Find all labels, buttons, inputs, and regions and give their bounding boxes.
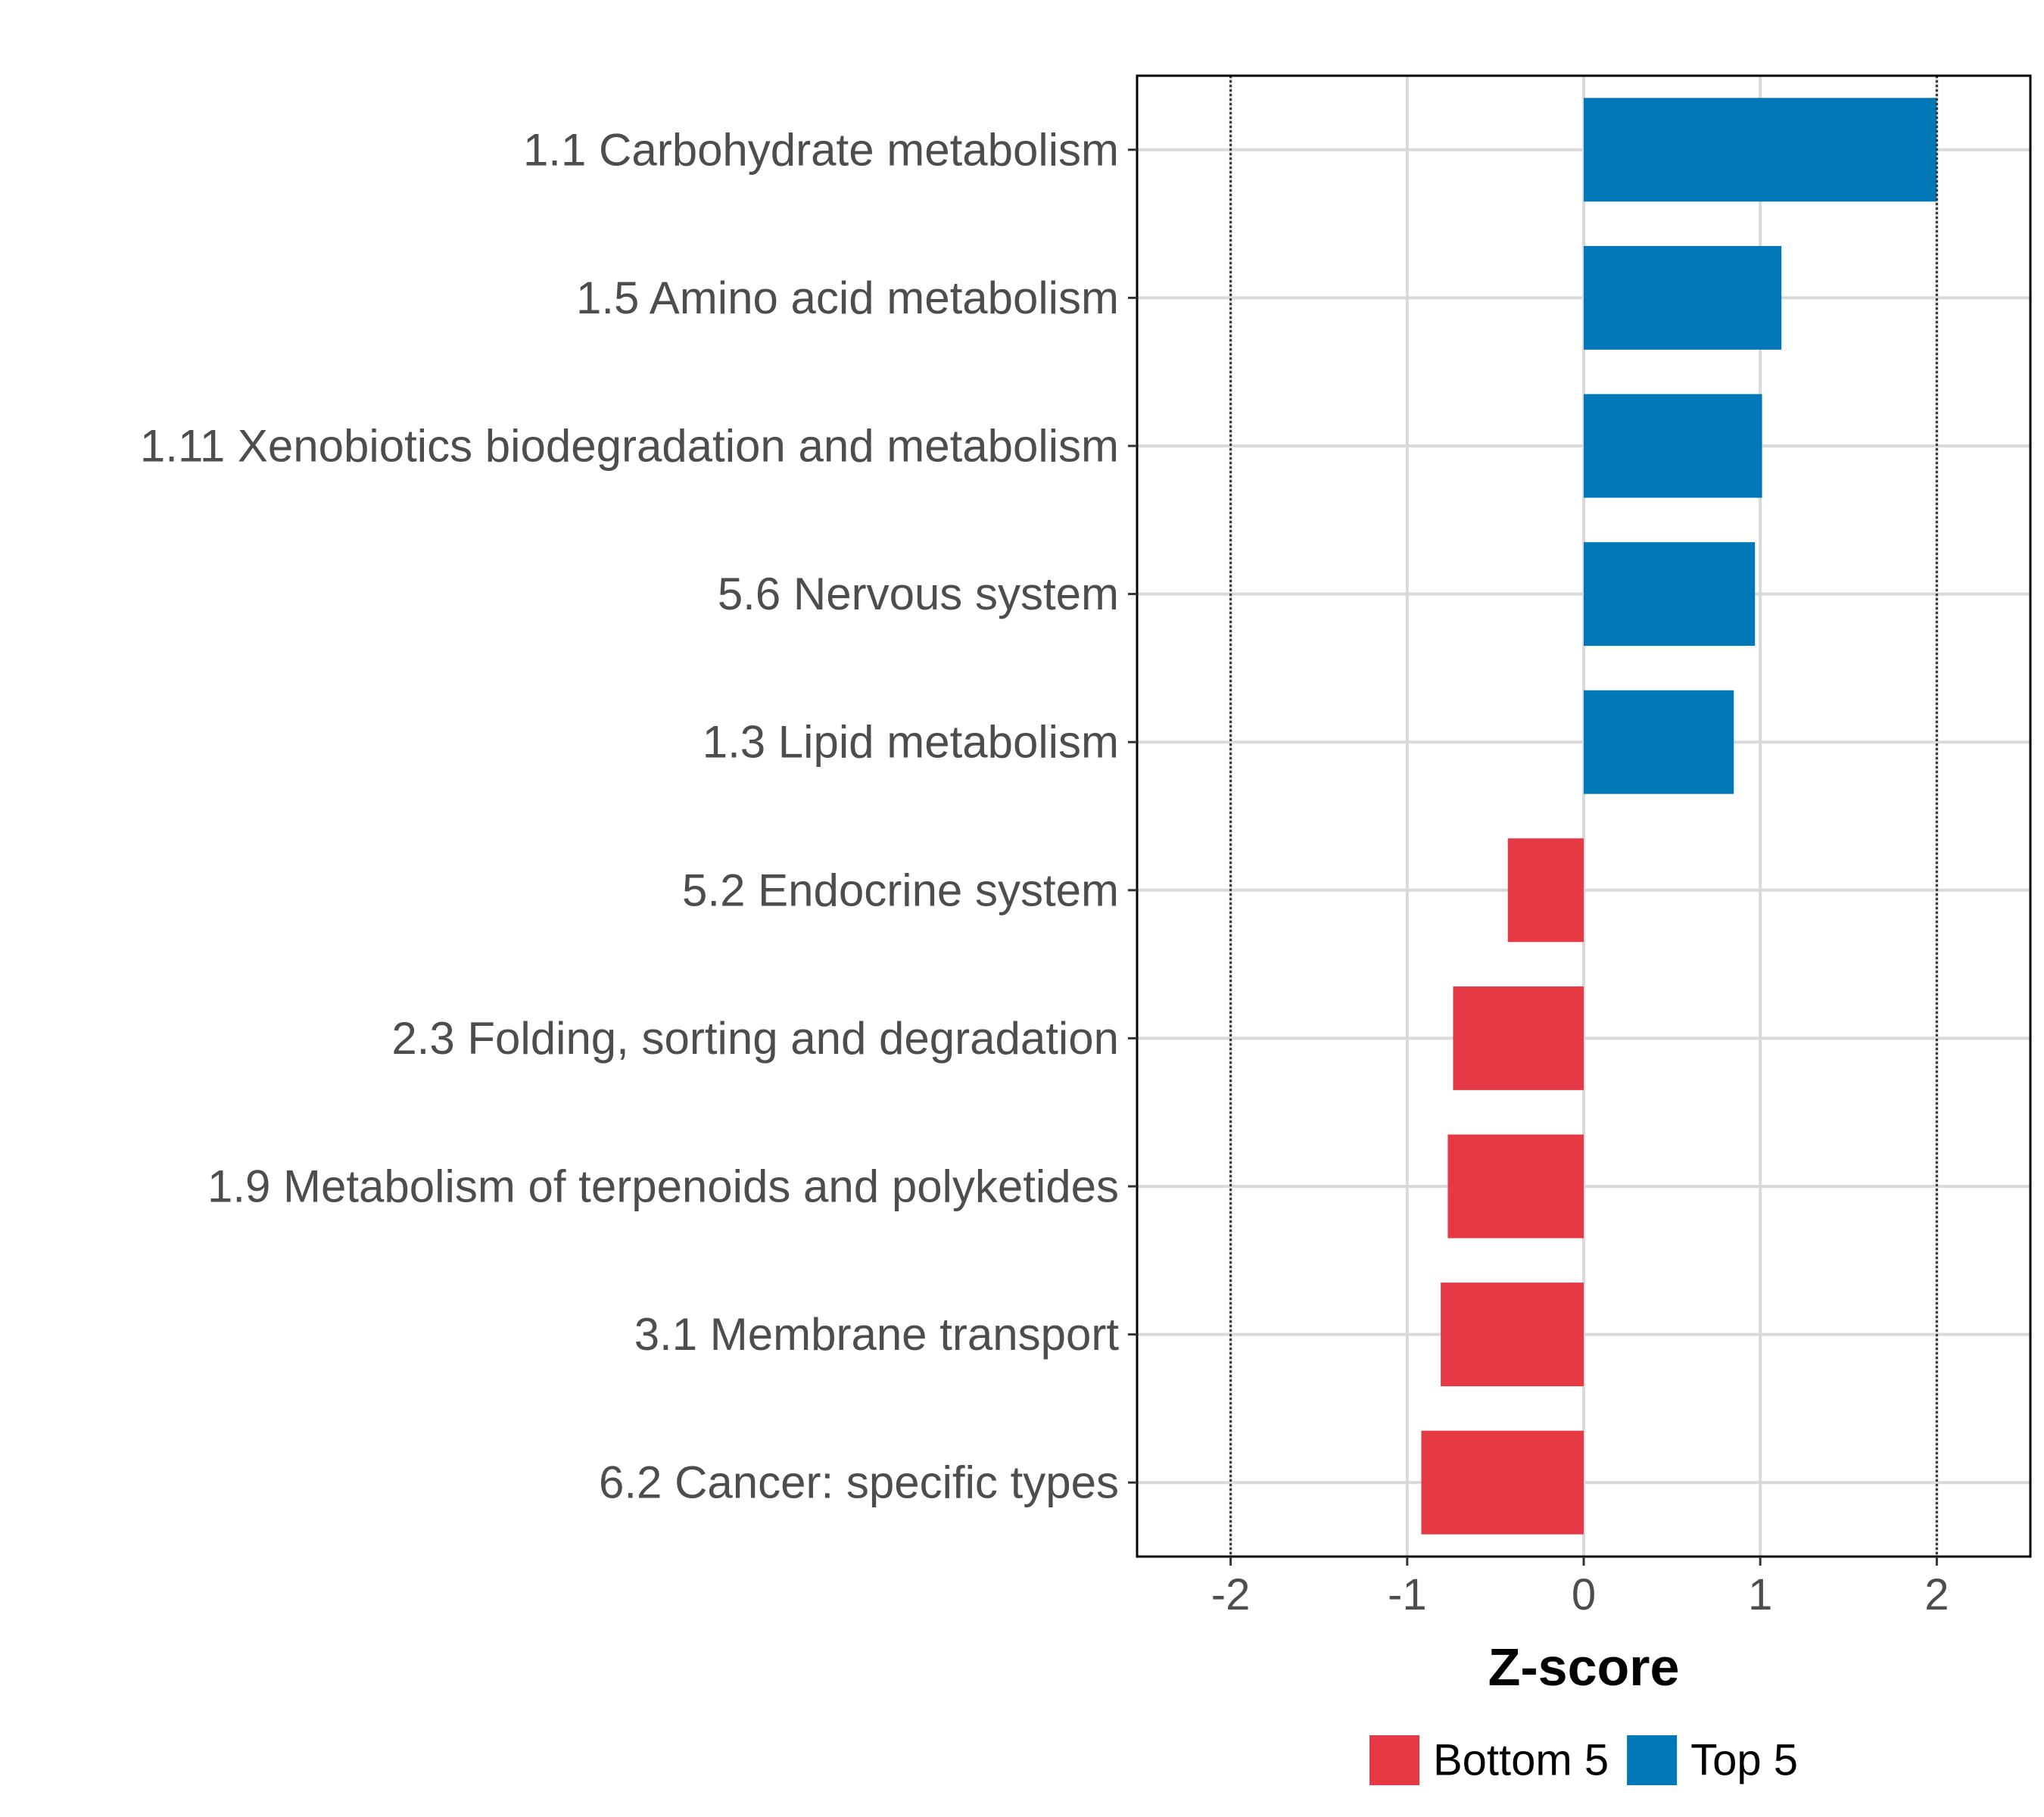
category-label: 3.1 Membrane transport: [634, 1309, 1120, 1360]
bar: [1584, 542, 1756, 647]
bars-layer: [1421, 98, 1937, 1535]
legend-swatch: [1369, 1735, 1419, 1785]
x-axis: -2 -1 0 1 2: [1211, 1557, 1949, 1619]
legend: Bottom 5 Top 5: [1369, 1735, 1798, 1785]
reference-lines: [1229, 76, 1938, 1557]
category-label: 1.1 Carbohydrate metabolism: [523, 124, 1119, 175]
legend-swatch: [1627, 1735, 1678, 1785]
category-label: 2.3 Folding, sorting and degradation: [391, 1013, 1119, 1064]
category-label: 1.11 Xenobiotics biodegradation and meta…: [140, 421, 1119, 472]
category-label: 1.5 Amino acid metabolism: [576, 273, 1119, 323]
y-axis: 1.1 Carbohydrate metabolism 1.5 Amino aci…: [140, 124, 1137, 1508]
bar: [1447, 1134, 1584, 1239]
legend-label: Bottom 5: [1433, 1736, 1609, 1785]
bar: [1507, 838, 1584, 943]
x-axis-title: Z-score: [1488, 1638, 1680, 1697]
x-tick-label: 0: [1572, 1570, 1596, 1619]
category-label: 5.2 Endocrine system: [682, 865, 1119, 915]
x-tick-label: 2: [1924, 1570, 1949, 1619]
bar: [1421, 1430, 1584, 1535]
bar: [1584, 690, 1734, 794]
bar: [1584, 98, 1937, 202]
x-tick-label: -1: [1388, 1570, 1427, 1619]
bar: [1584, 245, 1782, 350]
legend-label: Top 5: [1690, 1736, 1798, 1785]
x-tick-label: -2: [1211, 1570, 1251, 1619]
category-label: 1.3 Lipid metabolism: [703, 717, 1119, 768]
category-label: 5.6 Nervous system: [718, 569, 1119, 619]
bar: [1453, 986, 1584, 1090]
category-label: 6.2 Cancer: specific types: [599, 1457, 1119, 1508]
bar: [1441, 1282, 1584, 1387]
x-tick-label: 1: [1748, 1570, 1772, 1619]
category-label: 1.9 Metabolism of terpenoids and polyket…: [207, 1161, 1119, 1212]
bar: [1584, 394, 1762, 498]
